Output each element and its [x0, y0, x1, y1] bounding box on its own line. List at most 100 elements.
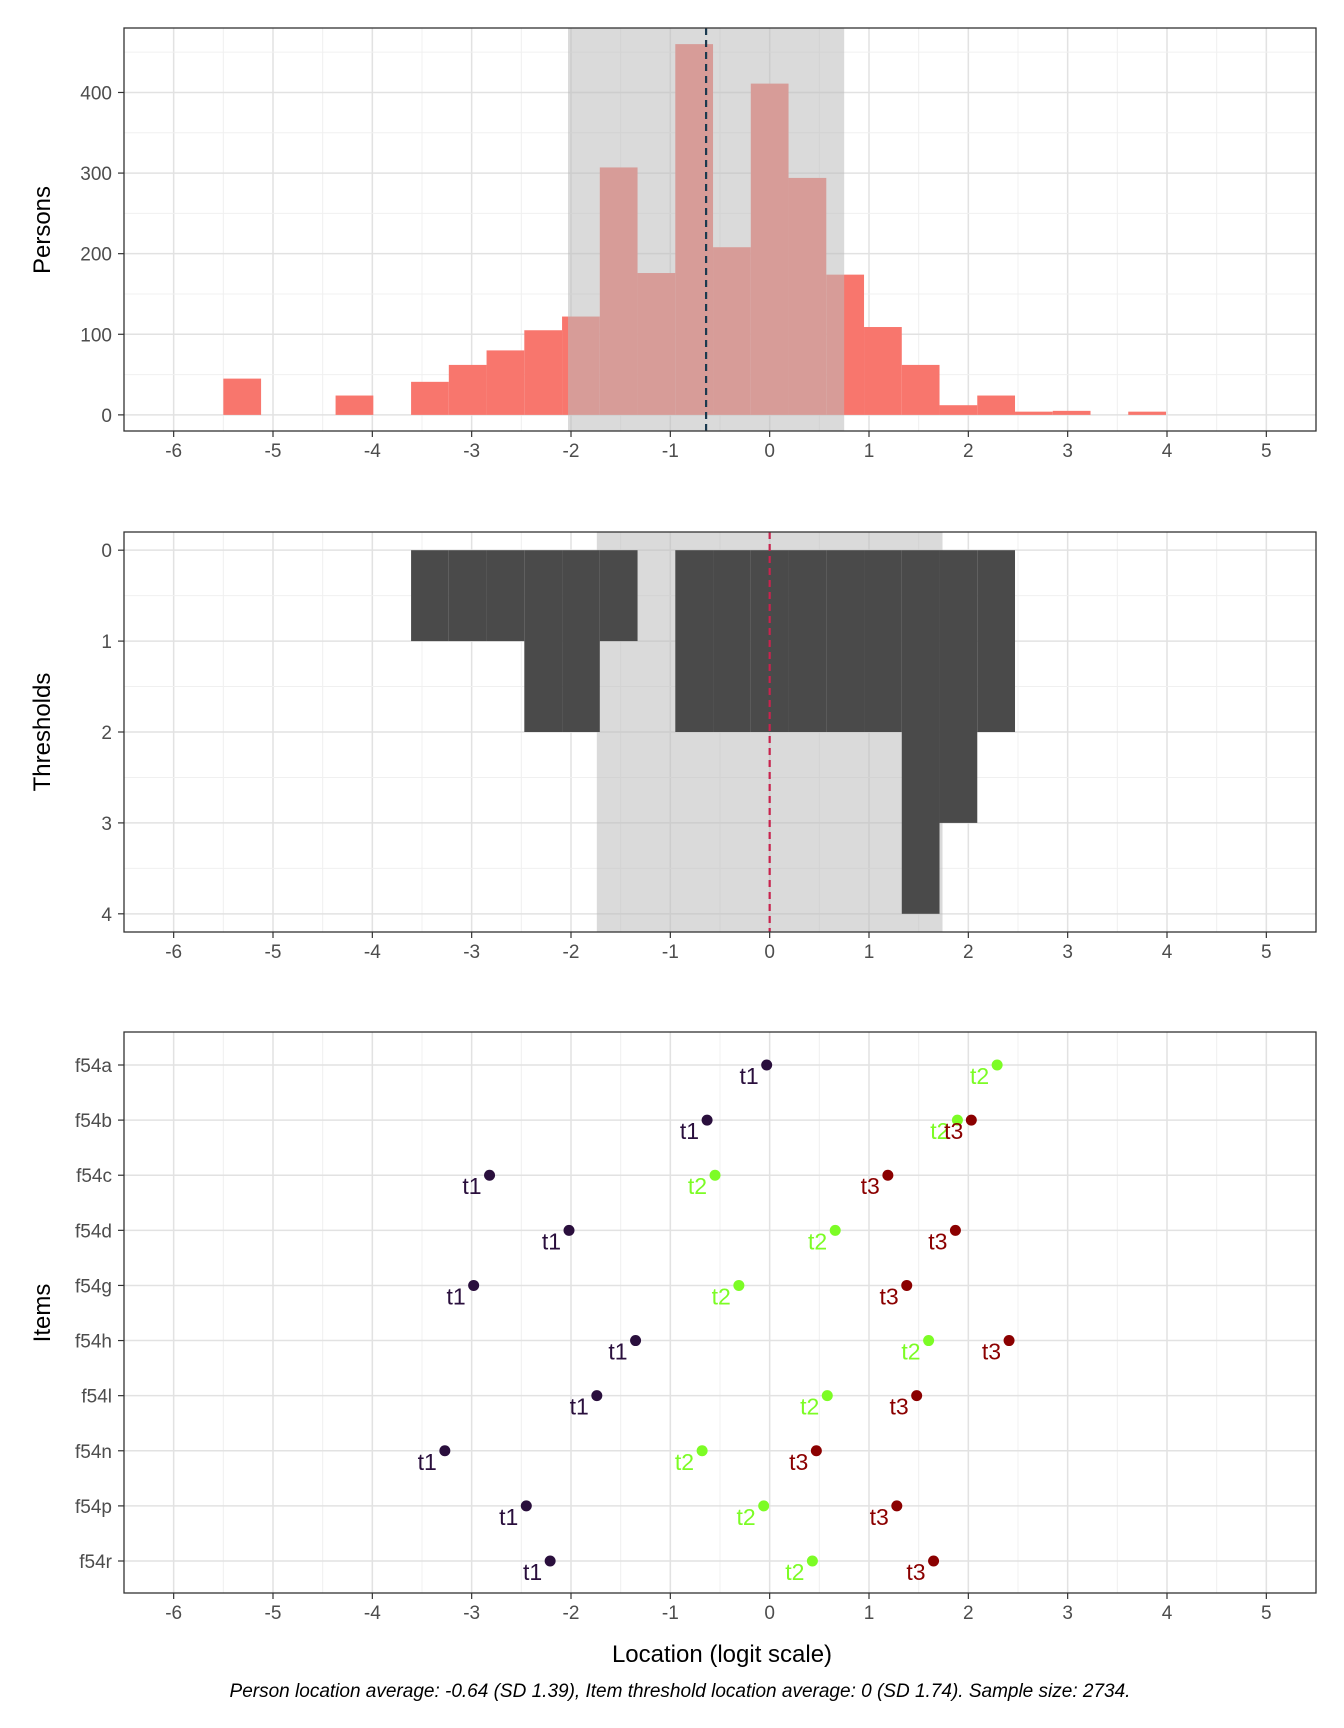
threshold-point-t1 — [484, 1169, 496, 1181]
histogram-bar — [411, 550, 449, 642]
x-tick-label: 5 — [1261, 1603, 1272, 1624]
x-tick-label: -1 — [662, 1603, 679, 1624]
y-tick-label: 2 — [101, 723, 112, 744]
threshold-point-t3 — [1003, 1335, 1015, 1347]
threshold-label-t3: t3 — [870, 1504, 889, 1530]
histogram-bar — [524, 550, 563, 732]
histogram-bar — [486, 350, 525, 415]
threshold-point-t3 — [965, 1114, 977, 1126]
x-tick-label: -4 — [364, 942, 381, 963]
x-tick-label: 0 — [764, 942, 775, 963]
threshold-label-t1: t1 — [446, 1283, 465, 1309]
y-tick-label: 1 — [101, 632, 112, 653]
histogram-bar — [562, 550, 600, 732]
threshold-point-t1 — [761, 1059, 773, 1071]
histogram-bar — [1128, 411, 1167, 415]
histogram-bar — [448, 550, 487, 642]
threshold-label-t1: t1 — [462, 1173, 481, 1199]
panel-persons: 0 100 200 300 400 -6 -5 -4 -3 -2 -1 0 1 2 3 4 5 Persons — [29, 27, 1317, 462]
threshold-label-t2: t2 — [901, 1339, 920, 1365]
histogram-bar — [977, 550, 1016, 732]
threshold-label-t3: t3 — [789, 1449, 808, 1475]
threshold-point-t3 — [901, 1279, 913, 1291]
threshold-label-t3: t3 — [880, 1283, 899, 1309]
threshold-point-t3 — [810, 1445, 822, 1457]
x-tick-label: -5 — [265, 1603, 282, 1624]
x-tick-label: 2 — [963, 942, 974, 963]
threshold-label-t2: t2 — [712, 1283, 731, 1309]
y-axis-title: Items — [29, 1284, 56, 1343]
threshold-label-t3: t3 — [928, 1228, 947, 1254]
threshold-point-t2 — [696, 1445, 708, 1457]
x-tick-label: 2 — [963, 1603, 974, 1624]
histogram-bar — [335, 395, 374, 415]
item-label: f54h — [75, 1332, 112, 1353]
x-axis-title: Location (logit scale) — [612, 1641, 832, 1668]
x-tick-label: 4 — [1162, 942, 1173, 963]
x-tick-label: -5 — [265, 942, 282, 963]
histogram-bar — [901, 364, 940, 415]
y-tick-label: 100 — [80, 325, 112, 346]
threshold-label-t2: t2 — [970, 1063, 989, 1089]
threshold-point-t3 — [911, 1390, 923, 1402]
threshold-point-t1 — [439, 1445, 451, 1457]
x-tick-label: 4 — [1162, 1603, 1173, 1624]
x-tick-label: -6 — [165, 1603, 182, 1624]
threshold-point-t3 — [928, 1555, 940, 1567]
x-tick-label: -4 — [364, 1603, 381, 1624]
threshold-label-t3: t3 — [861, 1173, 880, 1199]
x-tick-label: 2 — [963, 441, 974, 462]
x-tick-label: -2 — [563, 441, 580, 462]
histogram-bar — [864, 550, 902, 732]
y-tick-label: 4 — [101, 905, 112, 926]
x-tick-label: 0 — [764, 441, 775, 462]
threshold-label-t3: t3 — [889, 1394, 908, 1420]
threshold-point-t2 — [806, 1555, 818, 1567]
threshold-point-t2 — [709, 1169, 721, 1181]
threshold-point-t2 — [829, 1224, 841, 1236]
histogram-bar — [1052, 410, 1091, 415]
item-label: f54l — [81, 1387, 112, 1408]
item-label: f54b — [75, 1111, 112, 1132]
histogram-bar — [411, 381, 449, 415]
panel-border — [123, 1031, 1317, 1594]
histogram-bar — [223, 378, 262, 415]
x-tick-label: -1 — [662, 942, 679, 963]
histogram-bar — [864, 327, 902, 415]
x-tick-label: -6 — [165, 441, 182, 462]
threshold-label-t1: t1 — [680, 1118, 699, 1144]
y-tick-label: 200 — [80, 245, 112, 266]
threshold-label-t3: t3 — [944, 1118, 963, 1144]
threshold-label-t2: t2 — [808, 1228, 827, 1254]
item-label: f54c — [76, 1166, 112, 1187]
x-tick-label: 3 — [1062, 1603, 1073, 1624]
threshold-label-t2: t2 — [800, 1394, 819, 1420]
x-tick-label: -6 — [165, 942, 182, 963]
histogram-bar — [1015, 411, 1053, 415]
threshold-label-t1: t1 — [499, 1504, 518, 1530]
threshold-point-t1 — [468, 1279, 480, 1291]
threshold-point-t2 — [951, 1114, 963, 1126]
threshold-point-t3 — [949, 1224, 961, 1236]
y-tick-label: 0 — [101, 406, 112, 427]
histogram-bar — [448, 364, 487, 415]
histogram-bar — [939, 550, 978, 823]
caption: Person location average: -0.64 (SD 1.39)… — [230, 1681, 1131, 1702]
histogram-bar — [599, 550, 638, 642]
x-tick-label: 1 — [864, 1603, 875, 1624]
threshold-point-t2 — [758, 1500, 770, 1512]
threshold-point-t1 — [544, 1555, 556, 1567]
threshold-label-t2: t2 — [737, 1504, 756, 1530]
threshold-point-t2 — [991, 1059, 1003, 1071]
x-tick-label: -1 — [662, 441, 679, 462]
histogram-bar — [901, 550, 940, 914]
histogram-bar — [486, 550, 525, 642]
panel-border — [123, 27, 1317, 432]
threshold-label-t1: t1 — [608, 1339, 627, 1365]
y-tick-label: 3 — [101, 814, 112, 835]
x-tick-label: -4 — [364, 441, 381, 462]
histogram-bar — [713, 550, 751, 732]
threshold-label-t2: t2 — [675, 1449, 694, 1475]
